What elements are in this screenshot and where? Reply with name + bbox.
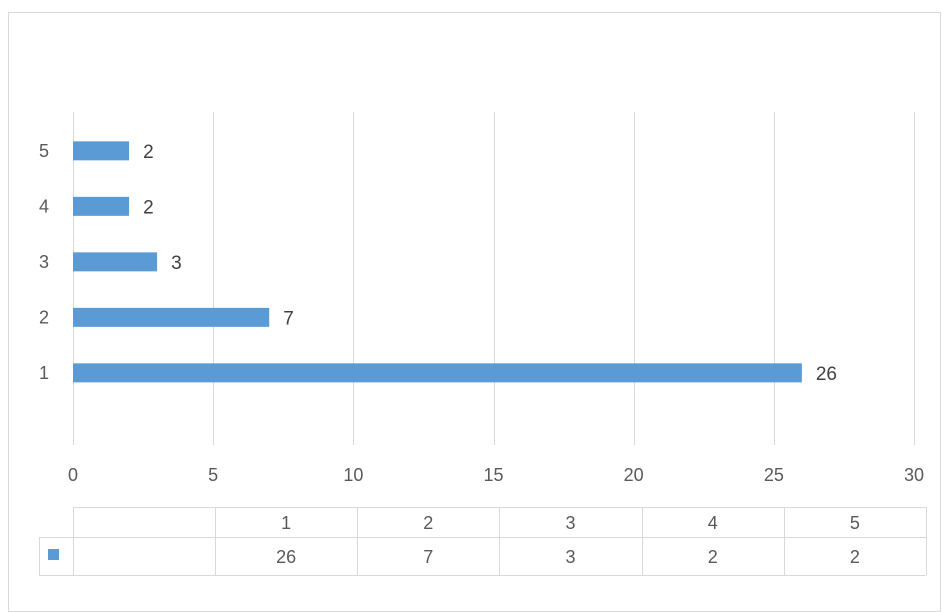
bar-2 (73, 307, 270, 327)
data-label: 7 (283, 308, 294, 329)
category-label: 2 (39, 307, 49, 327)
data-label: 2 (143, 197, 154, 218)
table-header-cell: 2 (423, 513, 433, 533)
table-value-cell: 7 (423, 547, 433, 567)
x-tick-label: 5 (208, 465, 218, 485)
data-labels: 26 7 3 2 2 (143, 142, 837, 385)
gridlines (73, 112, 915, 445)
x-tick-label: 25 (764, 465, 784, 485)
data-label: 2 (143, 142, 154, 163)
table-header-cell: 4 (708, 513, 718, 533)
x-tick-label: 20 (624, 465, 644, 485)
category-label: 5 (39, 141, 49, 161)
bar-5 (73, 141, 130, 161)
x-tick-label: 30 (904, 465, 924, 485)
category-label: 1 (39, 363, 49, 383)
bar-1 (73, 363, 802, 383)
x-tick-label: 15 (483, 465, 503, 485)
table-header-cell: 1 (281, 513, 291, 533)
data-label: 3 (171, 253, 182, 274)
x-tick-label: 0 (68, 465, 78, 485)
bar-3 (73, 252, 158, 272)
data-label: 26 (816, 364, 837, 385)
category-label: 3 (39, 252, 49, 272)
table-value-cell: 26 (276, 547, 296, 567)
table-value-cell: 2 (850, 547, 860, 567)
table-value-cell: 3 (565, 547, 575, 567)
bars (73, 141, 802, 383)
bar-4 (73, 196, 130, 216)
data-table: 1 2 3 4 526 7 3 2 2 (39, 507, 927, 576)
table-header-cell: 3 (565, 513, 575, 533)
x-axis-ticks: 0 5 10 15 20 25 30 (68, 465, 924, 485)
table-value-cell: 2 (708, 547, 718, 567)
x-tick-label: 10 (343, 465, 363, 485)
category-label: 4 (39, 196, 49, 216)
category-labels: 1 2 3 4 5 (39, 141, 49, 383)
table-header-cell: 5 (850, 513, 860, 533)
legend-key-icon (48, 549, 59, 560)
